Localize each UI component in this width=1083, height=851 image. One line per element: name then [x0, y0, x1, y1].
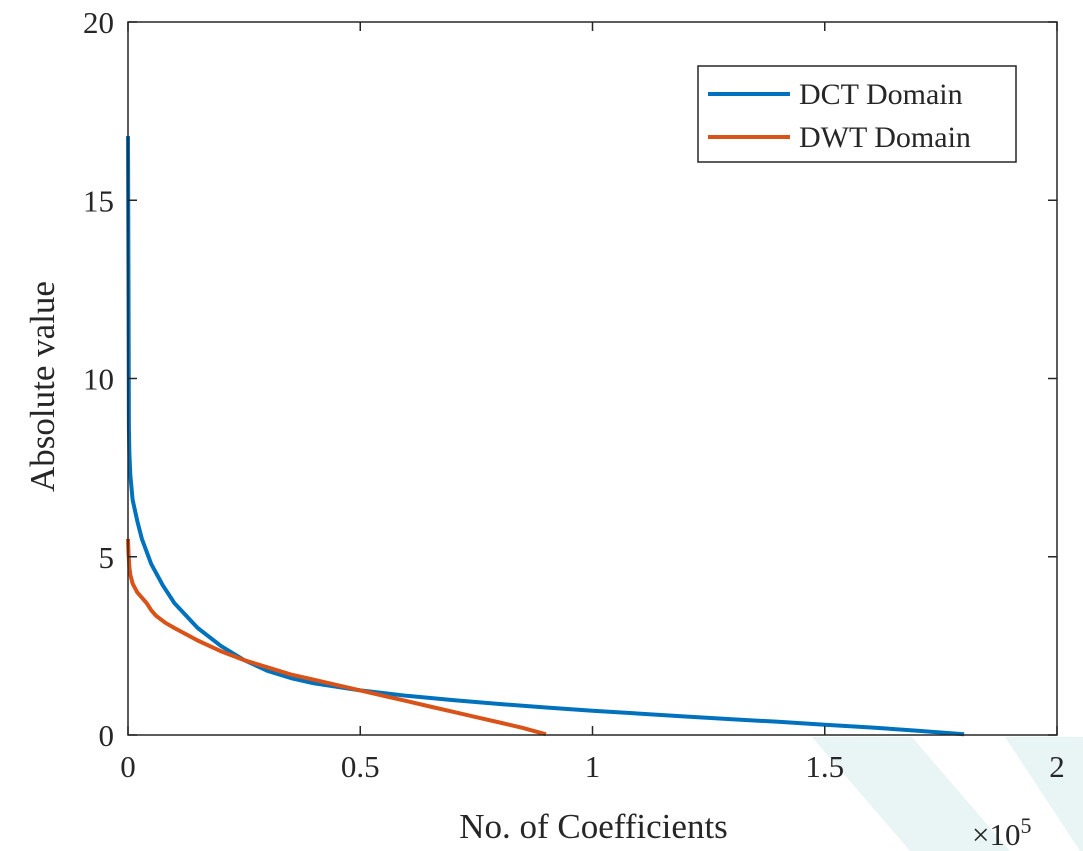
axes-box: [127, 21, 1058, 736]
y-tick-label: 20: [83, 5, 114, 40]
x-tick-label: 1.5: [805, 749, 844, 784]
legend-label-0: DCT Domain: [799, 78, 963, 111]
series-line-0: [126, 136, 965, 737]
y-tick-label: 5: [99, 540, 115, 575]
y-tick-label: 0: [99, 718, 115, 753]
y-axis-label: Absolute value: [23, 281, 62, 492]
watermark-stripes: [812, 737, 1083, 851]
x-axis-exponent-base: ×10: [972, 817, 1020, 851]
watermark-stripe-left: [812, 737, 1010, 851]
x-tick-label: 0.5: [341, 749, 380, 784]
y-tick-label: 15: [83, 183, 114, 218]
x-axis-exponent: ×105: [972, 813, 1031, 851]
legend-label-1: DWT Domain: [799, 121, 971, 154]
legend-frame: [697, 65, 1017, 163]
x-tick-label: 2: [1049, 749, 1065, 784]
x-axis-exponent-power: 5: [1020, 813, 1031, 838]
legend: DCT Domain DWT Domain: [697, 65, 1017, 163]
series-layer: [126, 136, 965, 737]
x-tick-label: 1: [585, 749, 601, 784]
y-tick-label: 10: [83, 362, 114, 397]
series-line-1: [126, 538, 547, 737]
x-axis-label: No. of Coefficients: [459, 807, 728, 846]
x-tick-label: 0: [120, 749, 136, 784]
watermark-stripe-right: [1005, 737, 1083, 851]
